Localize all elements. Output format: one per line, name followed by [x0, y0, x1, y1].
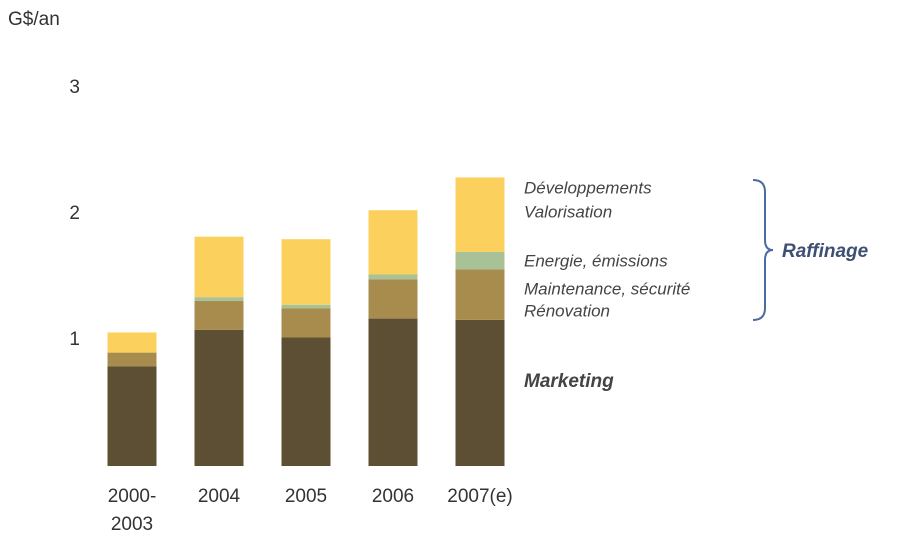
bar-segment	[194, 236, 244, 298]
x-tick-label: 2003	[111, 514, 153, 535]
legend-label: Marketing	[524, 371, 614, 392]
y-tick-label: 1	[69, 329, 80, 350]
x-tick-label: 2007(e)	[447, 486, 513, 507]
bar-segment	[455, 251, 505, 270]
bar-segment	[194, 300, 244, 330]
legend-label: Maintenance, sécurité	[524, 279, 690, 298]
bar-segment	[368, 210, 418, 275]
bar-segment	[368, 318, 418, 466]
bar-segment	[368, 274, 418, 280]
bar-segment	[455, 269, 505, 320]
y-tick-label: 3	[69, 77, 80, 98]
x-tick-label: 2006	[372, 486, 414, 507]
bar-segment	[368, 279, 418, 319]
bar-segment	[281, 304, 331, 309]
x-tick-label: 2000-	[108, 486, 157, 507]
bar-segment	[455, 319, 505, 466]
annotation: Raffinage	[782, 241, 869, 262]
bar-segment	[281, 308, 331, 338]
bar-segment	[194, 329, 244, 466]
bar-segment	[107, 352, 157, 367]
x-tick-label: 2004	[198, 486, 241, 507]
bar-segment	[194, 297, 244, 301]
bar-segment	[281, 239, 331, 305]
bar-segment	[455, 177, 505, 252]
legend-label: Développements	[524, 178, 652, 197]
y-axis-label: G$/an	[8, 9, 60, 30]
bar-segment	[107, 366, 157, 466]
legend-label: Valorisation	[524, 202, 612, 221]
x-tick-label: 2005	[285, 486, 327, 507]
bar-segment	[107, 332, 157, 353]
legend-label: Rénovation	[524, 301, 610, 320]
y-tick-label: 2	[69, 203, 80, 224]
bar-segment	[281, 337, 331, 466]
bracket	[752, 179, 774, 321]
legend-label: Energie, émissions	[524, 251, 668, 270]
